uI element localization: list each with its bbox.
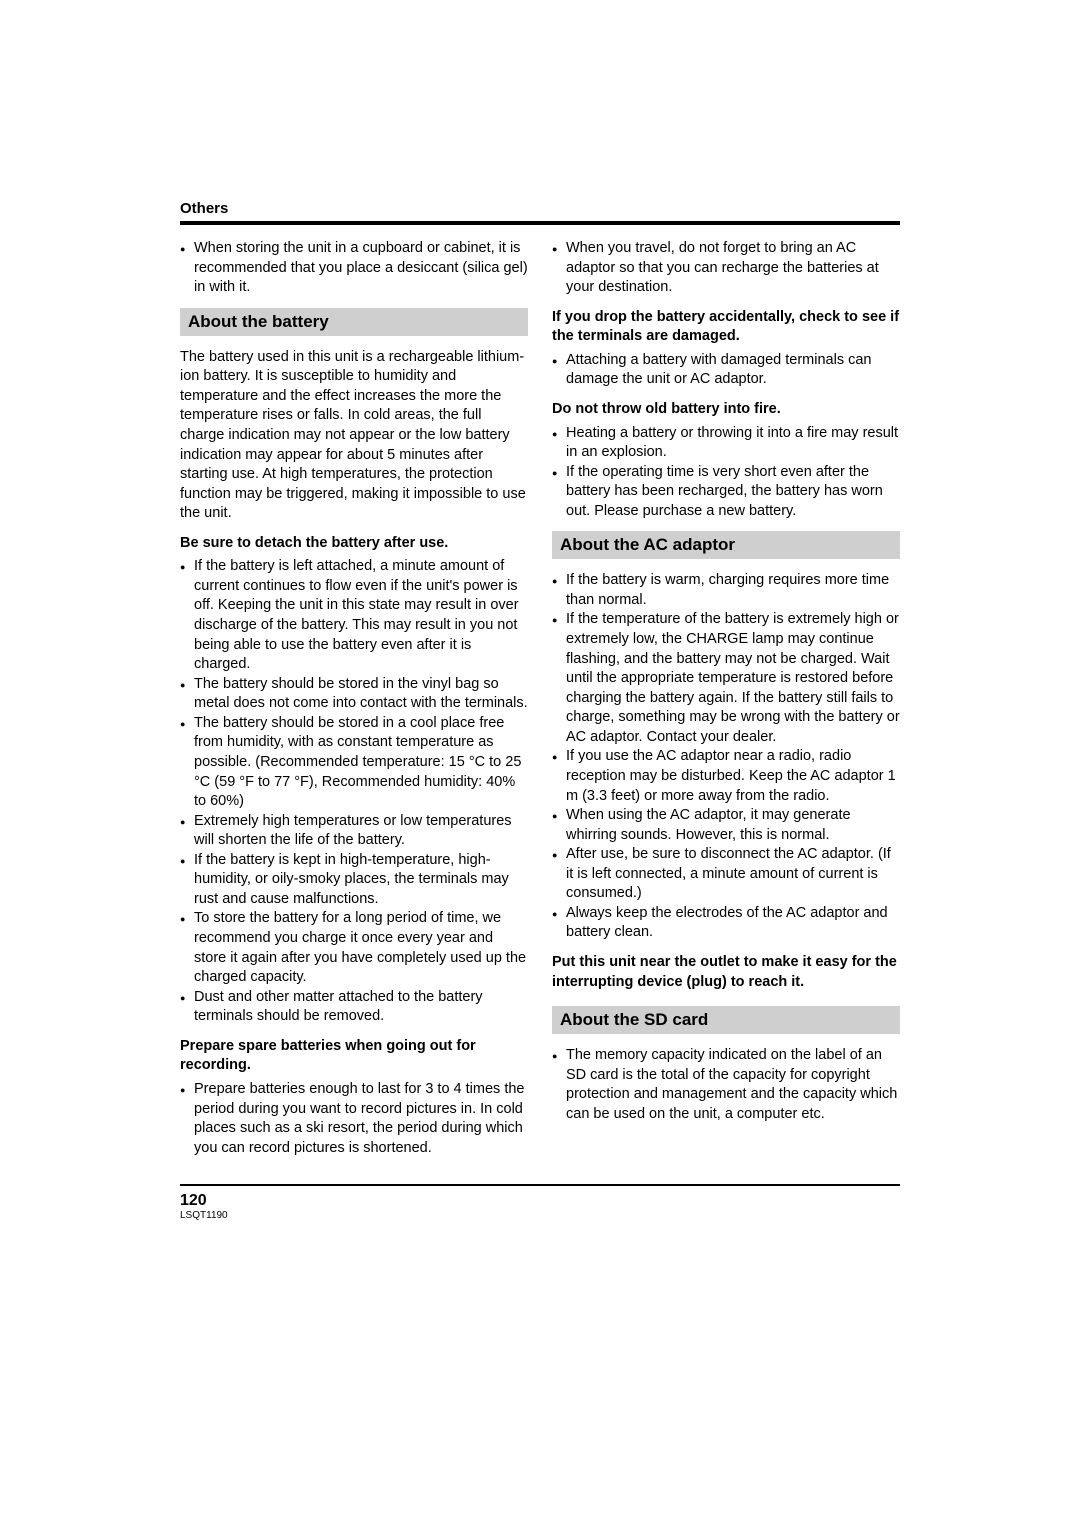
battery-intro: The battery used in this unit is a recha… <box>180 348 528 524</box>
drop-bullets: Attaching a battery with damaged termina… <box>552 351 900 390</box>
manual-page: Others When storing the unit in a cupboa… <box>180 200 900 1221</box>
list-item: When storing the unit in a cupboard or c… <box>180 239 528 298</box>
list-item: If the temperature of the battery is ext… <box>552 610 900 747</box>
list-item: Extremely high temperatures or low tempe… <box>180 812 528 851</box>
footer-rule <box>180 1184 900 1186</box>
list-item: Attaching a battery with damaged termina… <box>552 351 900 390</box>
list-item: When using the AC adaptor, it may genera… <box>552 806 900 845</box>
list-item: If you use the AC adaptor near a radio, … <box>552 747 900 806</box>
fire-bullets: Heating a battery or throwing it into a … <box>552 424 900 522</box>
sd-bullets: The memory capacity indicated on the lab… <box>552 1046 900 1124</box>
list-item: The battery should be stored in a cool p… <box>180 714 528 812</box>
list-item: If the battery is warm, charging require… <box>552 571 900 610</box>
list-item: Always keep the electrodes of the AC ada… <box>552 904 900 943</box>
heading-ac-adaptor: About the AC adaptor <box>552 531 900 559</box>
heading-battery: About the battery <box>180 308 528 336</box>
document-code: LSQT1190 <box>180 1210 900 1221</box>
list-item: To store the battery for a long period o… <box>180 909 528 987</box>
list-item: After use, be sure to disconnect the AC … <box>552 845 900 904</box>
list-item: If the battery is left attached, a minut… <box>180 557 528 674</box>
ac-bullets: If the battery is warm, charging require… <box>552 571 900 943</box>
list-item: If the battery is kept in high-temperatu… <box>180 851 528 910</box>
section-label: Others <box>180 200 900 217</box>
subhead-fire: Do not throw old battery into fire. <box>552 400 900 420</box>
list-item: Prepare batteries enough to last for 3 t… <box>180 1080 528 1158</box>
heading-sd-card: About the SD card <box>552 1006 900 1034</box>
subhead-drop: If you drop the battery accidentally, ch… <box>552 308 900 347</box>
list-item: The battery should be stored in the viny… <box>180 675 528 714</box>
two-column-layout: When storing the unit in a cupboard or c… <box>180 239 900 1168</box>
list-item: The memory capacity indicated on the lab… <box>552 1046 900 1124</box>
list-item: When you travel, do not forget to bring … <box>552 239 900 298</box>
detach-bullets: If the battery is left attached, a minut… <box>180 557 528 1027</box>
page-number: 120 <box>180 1192 900 1210</box>
travel-bullets: When you travel, do not forget to bring … <box>552 239 900 298</box>
subhead-detach: Be sure to detach the battery after use. <box>180 534 528 554</box>
spare-bullets: Prepare batteries enough to last for 3 t… <box>180 1080 528 1158</box>
list-item: Heating a battery or throwing it into a … <box>552 424 900 463</box>
list-item: Dust and other matter attached to the ba… <box>180 988 528 1027</box>
section-rule <box>180 221 900 225</box>
list-item: If the operating time is very short even… <box>552 463 900 522</box>
subhead-spare: Prepare spare batteries when going out f… <box>180 1037 528 1076</box>
ac-outlet-note: Put this unit near the outlet to make it… <box>552 953 900 992</box>
left-column: When storing the unit in a cupboard or c… <box>180 239 528 1168</box>
right-column: When you travel, do not forget to bring … <box>552 239 900 1168</box>
intro-bullets: When storing the unit in a cupboard or c… <box>180 239 528 298</box>
